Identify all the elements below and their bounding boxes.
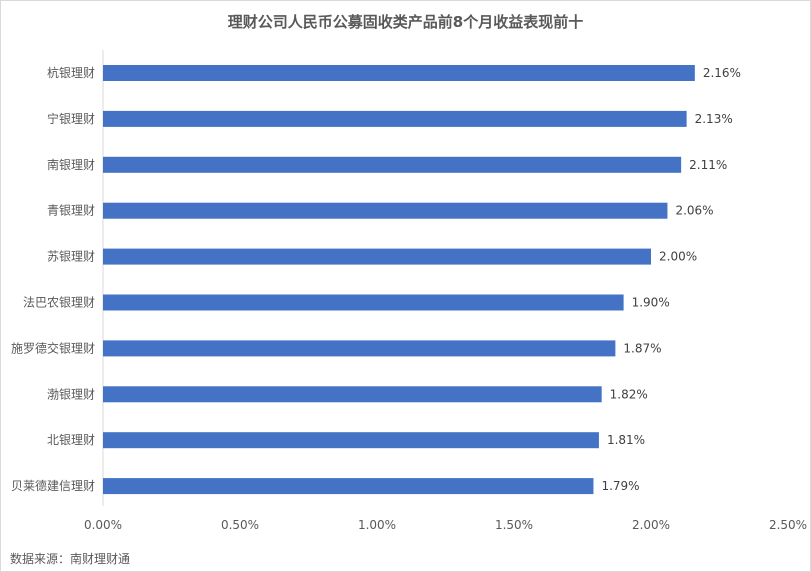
- value-label: 1.90%: [632, 296, 670, 310]
- category-labels-group: 杭银理财宁银理财南银理财青银理财苏银理财法巴农银理财施罗德交银理财渤银理财北银理…: [11, 65, 95, 493]
- x-tick-label: 0.50%: [221, 518, 259, 532]
- category-label: 渤银理财: [47, 387, 95, 401]
- value-label: 1.79%: [601, 479, 639, 493]
- category-label: 宁银理财: [47, 111, 95, 126]
- value-label: 1.81%: [607, 433, 645, 447]
- bar: [103, 110, 687, 127]
- bars-group: [103, 65, 695, 495]
- bar: [103, 65, 695, 81]
- category-label: 苏银理财: [47, 250, 95, 264]
- bar: [103, 432, 599, 449]
- bar: [103, 202, 668, 219]
- value-label: 2.06%: [675, 204, 713, 218]
- category-label: 法巴农银理财: [23, 296, 95, 310]
- bar: [103, 386, 602, 403]
- bar: [103, 248, 651, 265]
- value-labels-group: 2.16% 2.13% 2.11% 2.06% 2.00% 1.90% 1.87% 1.82%…: [601, 66, 741, 493]
- x-tick-label: 0.00%: [84, 518, 122, 532]
- value-label: 2.11%: [689, 158, 727, 172]
- bar: [103, 478, 594, 495]
- category-label: 施罗德交银理财: [11, 340, 95, 355]
- value-label: 2.00%: [659, 250, 697, 264]
- value-label: 2.13%: [695, 112, 733, 126]
- category-label: 北银理财: [47, 433, 95, 447]
- x-tick-label: 1.50%: [495, 518, 533, 532]
- x-tick-label: 2.00%: [632, 518, 670, 532]
- category-label: 南银理财: [47, 157, 95, 172]
- value-label: 2.16%: [703, 66, 741, 80]
- x-tick-label: 2.50%: [769, 518, 807, 532]
- category-label: 青银理财: [47, 204, 95, 218]
- source-note: 数据来源：南财理财通: [10, 552, 131, 566]
- chart-title: 理财公司人民币公募固收类产品前8个月收益表现前十: [227, 13, 584, 31]
- category-label: 杭银理财: [47, 65, 95, 80]
- bar: [103, 156, 682, 173]
- bar: [103, 340, 616, 357]
- bar: [103, 294, 624, 311]
- x-tick-label: 1.00%: [358, 518, 396, 532]
- x-tick-labels-group: 0.00% 0.50% 1.00% 1.50% 2.00% 2.50%: [84, 518, 807, 532]
- value-label: 1.87%: [623, 341, 661, 355]
- value-label: 1.82%: [610, 387, 648, 401]
- category-label: 贝莱德建信理财: [11, 478, 95, 493]
